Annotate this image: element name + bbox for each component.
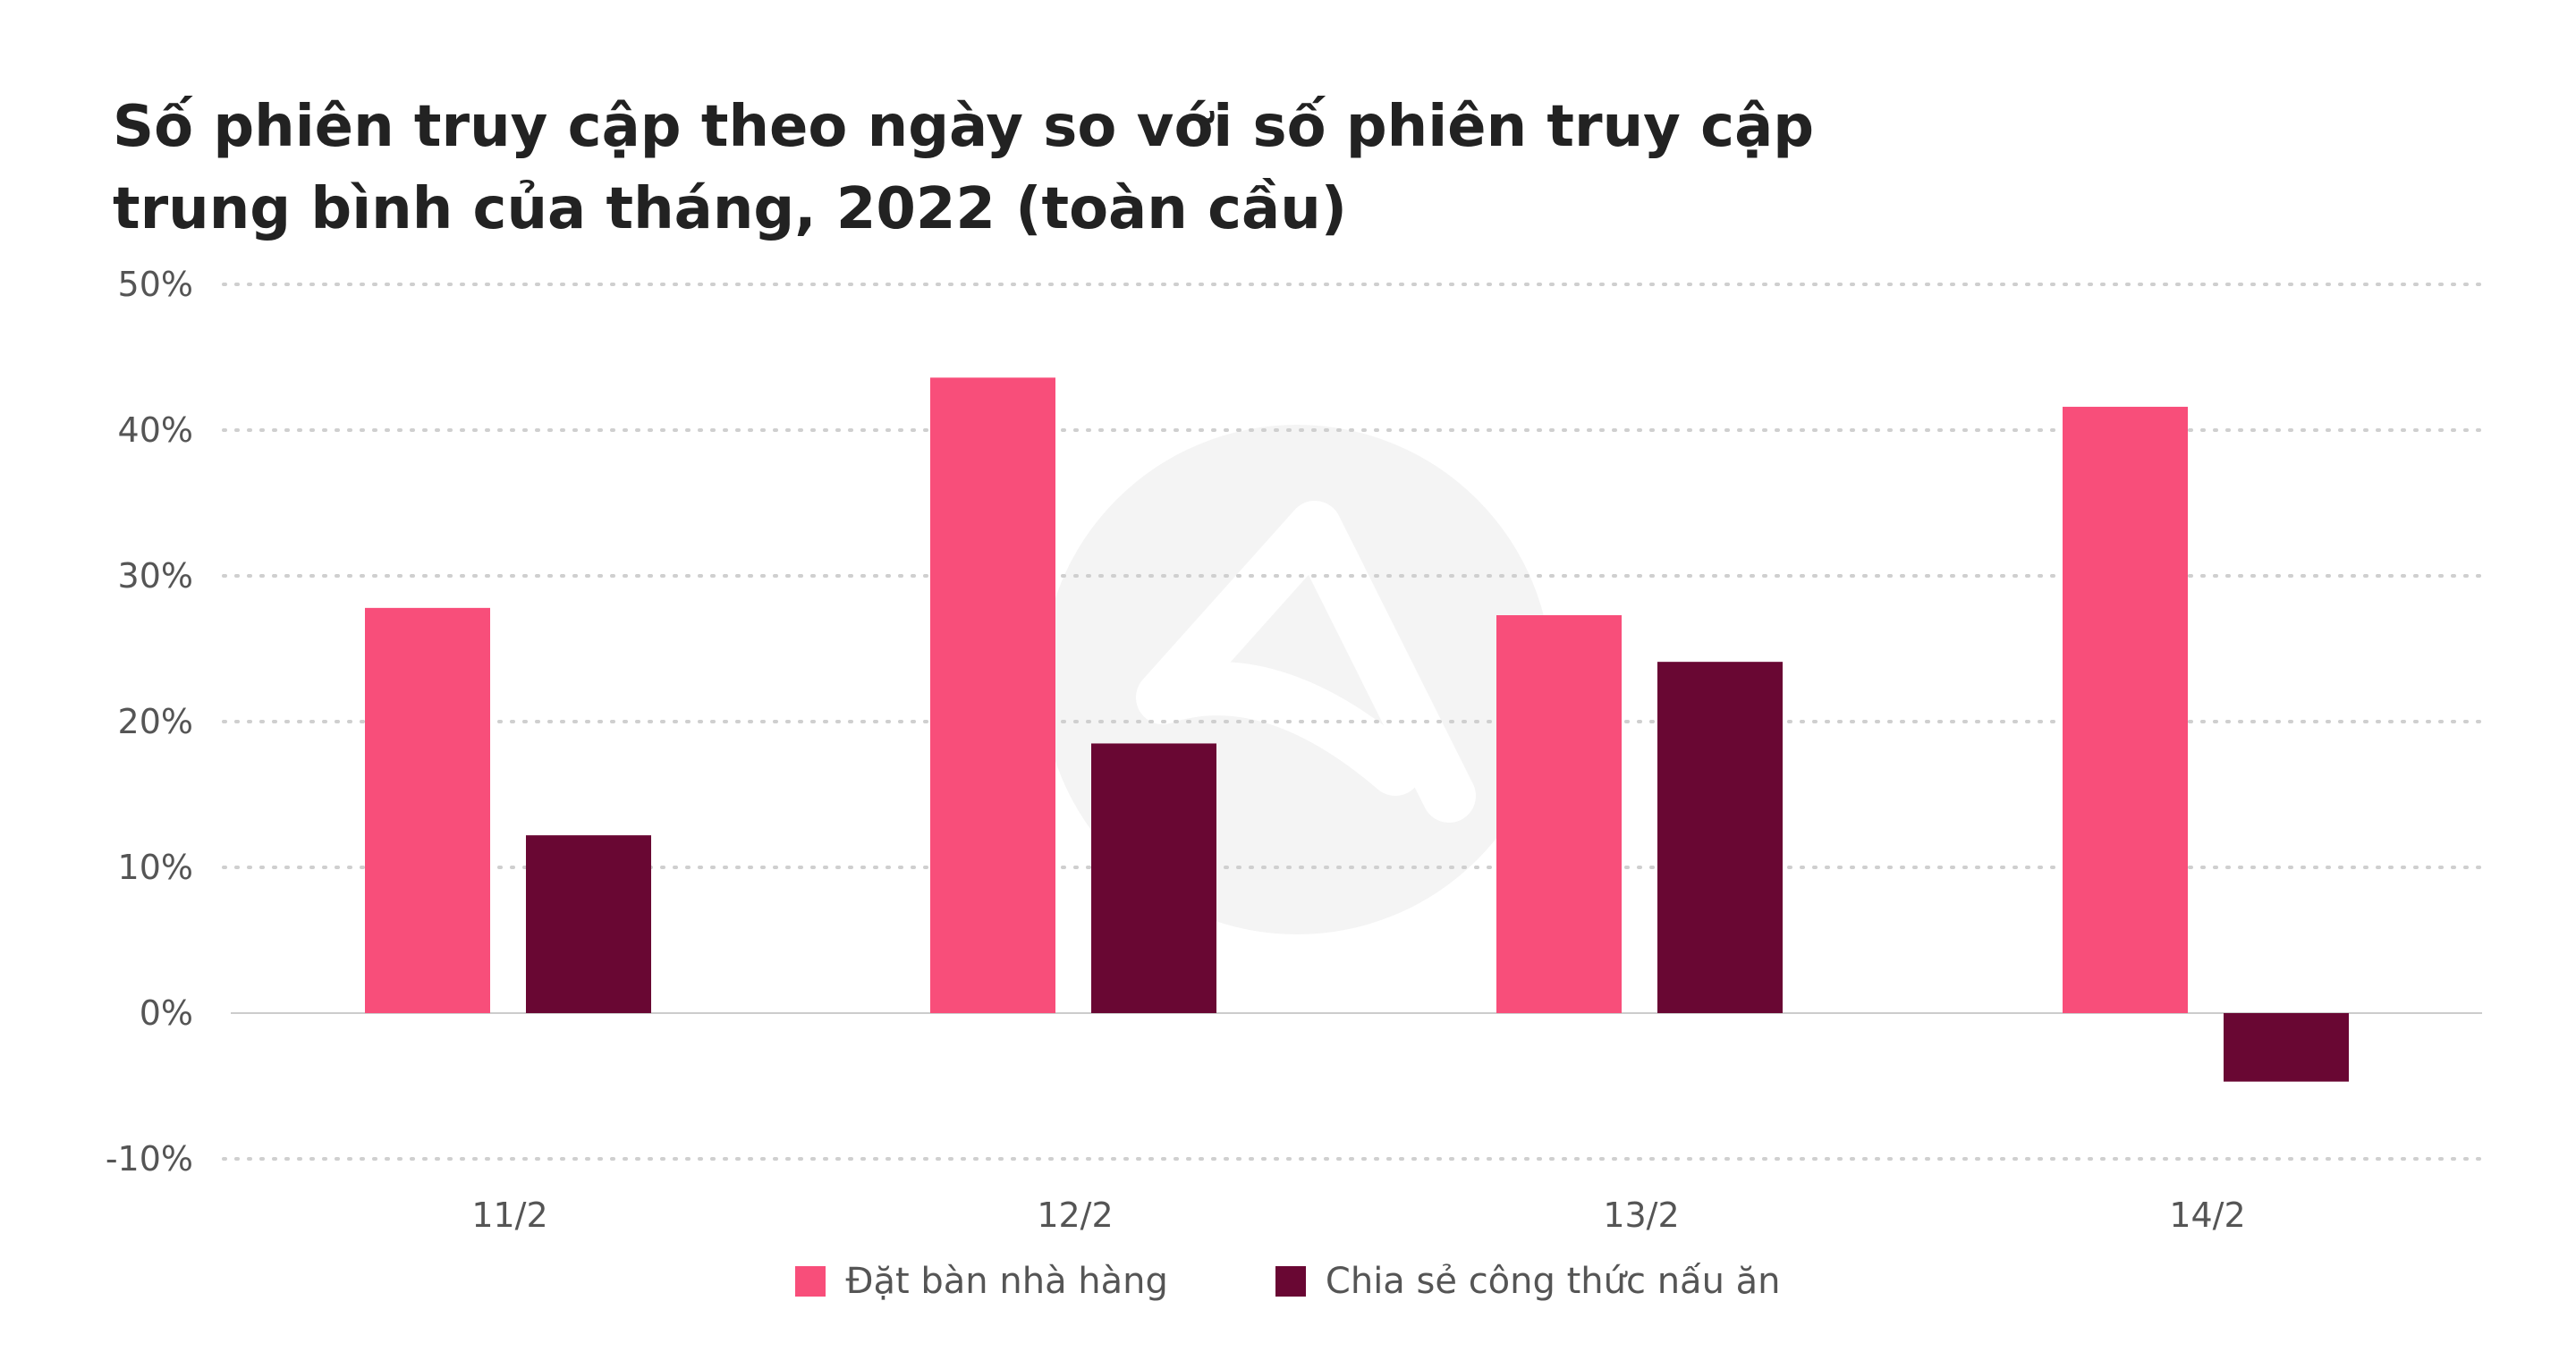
bar-recipes-13-2[interactable] xyxy=(1657,662,1783,1013)
bar-restaurant-13-2[interactable] xyxy=(1496,615,1622,1013)
y-axis-ticks: 50% 40% 30% 20% 10% 0% -10% xyxy=(106,265,193,1179)
x-tick-label: 12/2 xyxy=(1037,1196,1113,1235)
y-tick-label: 20% xyxy=(118,702,193,741)
legend-label-recipes: Chia sẻ công thức nấu ăn xyxy=(1325,1261,1781,1302)
legend-swatch-restaurant xyxy=(795,1266,826,1297)
bar-restaurant-12-2[interactable] xyxy=(930,377,1055,1013)
y-tick-label: 50% xyxy=(118,265,193,304)
bar-recipes-11-2[interactable] xyxy=(526,835,651,1013)
y-tick-label: 0% xyxy=(140,993,193,1033)
bar-recipes-14-2[interactable] xyxy=(2224,1013,2349,1082)
y-tick-label: -10% xyxy=(106,1139,193,1179)
legend-item-restaurant[interactable]: Đặt bàn nhà hàng xyxy=(795,1261,1168,1302)
legend-item-recipes[interactable]: Chia sẻ công thức nấu ăn xyxy=(1275,1261,1781,1302)
chart-title: Số phiên truy cập theo ngày so với số ph… xyxy=(113,94,1815,242)
x-tick-label: 13/2 xyxy=(1603,1196,1679,1235)
legend: Đặt bàn nhà hàng Chia sẻ công thức nấu ă… xyxy=(0,1261,2576,1302)
y-tick-label: 30% xyxy=(118,556,193,596)
bars xyxy=(365,377,2349,1082)
legend-swatch-recipes xyxy=(1275,1266,1306,1297)
bar-restaurant-11-2[interactable] xyxy=(365,607,490,1013)
y-tick-label: 40% xyxy=(118,410,193,450)
bar-recipes-12-2[interactable] xyxy=(1091,743,1216,1013)
x-tick-label: 11/2 xyxy=(471,1196,547,1235)
x-axis-ticks: 11/2 12/2 13/2 14/2 xyxy=(471,1196,2245,1235)
y-tick-label: 10% xyxy=(118,848,193,887)
legend-label-restaurant: Đặt bàn nhà hàng xyxy=(845,1261,1168,1302)
x-tick-label: 14/2 xyxy=(2169,1196,2245,1235)
bar-restaurant-14-2[interactable] xyxy=(2063,406,2188,1013)
